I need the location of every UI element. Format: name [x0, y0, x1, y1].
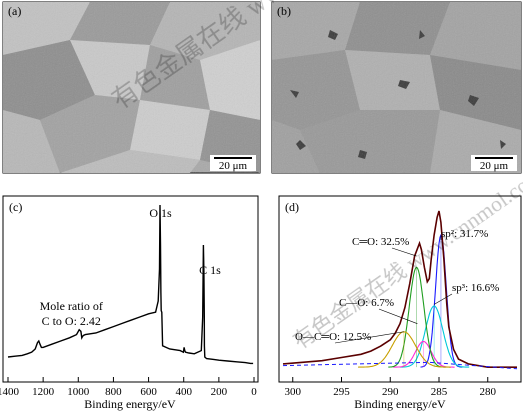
chart-c-annotations: O 1s C 1s Mole ratio ofC to O: 2.42 — [40, 206, 221, 328]
c1s-baseline — [282, 361, 518, 370]
component-leader-2 — [378, 308, 418, 324]
x-tick-label: 600 — [140, 386, 157, 398]
x-tick-label: 300 — [285, 386, 302, 398]
x-tick-label: 200 — [211, 386, 228, 398]
panel-d-label: (d) — [285, 200, 299, 214]
component-label-2: C—O: 6.7% — [339, 297, 394, 309]
x-tick-label: 280 — [480, 386, 497, 398]
mole-ratio-line-1: Mole ratio of — [40, 299, 103, 313]
x-tick-label: 1200 — [32, 386, 55, 398]
component-label-3: C═O: 32.5% — [352, 236, 409, 248]
x-tick-label: 1000 — [67, 386, 90, 398]
micrograph-b-texture — [272, 2, 521, 173]
chart-c-x-axis-label: Binding energy/eV — [84, 397, 176, 411]
chart-c-x-ticks: 1400 1200 1000 800 600 400 200 0 — [0, 377, 257, 398]
component-label-1: sp³: 16.6% — [452, 282, 499, 294]
peak-label-c1s: C 1s — [199, 263, 221, 277]
component-label-0: sp²: 31.7% — [441, 228, 488, 240]
chart-d-x-axis-label: Binding energy/eV — [354, 397, 446, 411]
x-tick-label: 800 — [105, 386, 122, 398]
component-leader-1 — [433, 293, 453, 305]
component-curve-2 — [393, 340, 455, 368]
x-tick-label: 1400 — [0, 386, 20, 398]
scalebar-b-label: 20 μm — [480, 160, 509, 172]
micrograph-b: (b) 20 μm — [271, 1, 522, 174]
x-tick-label: 285 — [431, 386, 448, 398]
c1s-spectrum-line — [282, 210, 517, 368]
xps-survey-chart: (c) 1400 1200 1000 800 600 400 200 0 O 1s C 1s Mo… — [0, 195, 259, 411]
chart-d-x-ticks: 300 295 290 285 280 — [285, 377, 497, 398]
x-tick-label: 290 — [382, 386, 399, 398]
panel-c-label: (c) — [9, 200, 22, 214]
watermark-text-bottom: 有色金属在线 www.cnnmol.com — [289, 162, 523, 354]
chart-c-frame — [2, 195, 259, 383]
micrograph-a: (a) 20 μm — [2, 1, 261, 174]
micrograph-a-texture — [3, 2, 260, 173]
x-tick-label: 400 — [175, 386, 192, 398]
survey-spectrum-line — [7, 204, 254, 365]
panel-a-label: (a) — [8, 4, 21, 18]
component-leader-4 — [334, 331, 404, 344]
scalebar-a-label: 20 μm — [219, 160, 248, 172]
peak-label-o1s: O 1s — [149, 206, 172, 220]
component-leader-3 — [391, 247, 417, 257]
x-tick-label: 295 — [333, 386, 350, 398]
x-tick-label: 0 — [251, 386, 257, 398]
xps-c1s-chart: (d) 300 295 290 285 280 sp²: 31.7% sp³: 16.6%… — [278, 195, 522, 411]
component-curve-4 — [358, 331, 451, 368]
chart-d-annotations: sp²: 31.7%sp³: 16.6%C—O: 6.7%C═O: 32.5%O… — [295, 228, 499, 344]
chart-d-frame — [278, 195, 522, 383]
mole-ratio-line-2: C to O: 2.42 — [42, 314, 101, 328]
panel-b-label: (b) — [277, 4, 291, 18]
component-curve-1 — [400, 305, 470, 368]
